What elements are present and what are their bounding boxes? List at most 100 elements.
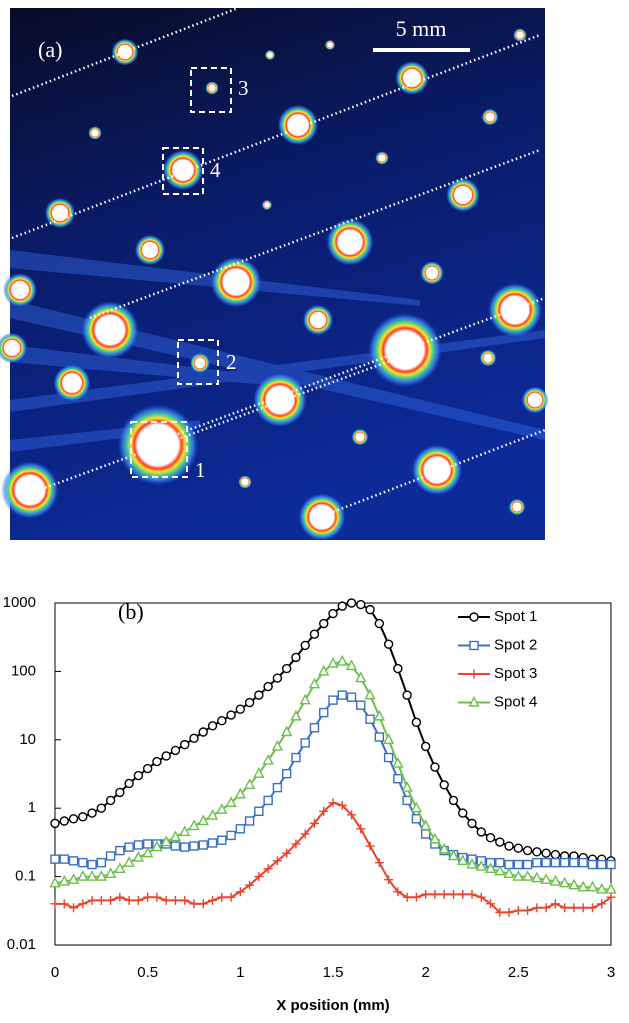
marker	[105, 795, 116, 806]
marker	[281, 768, 292, 779]
marker	[550, 849, 561, 860]
marker	[382, 733, 395, 744]
marker	[198, 899, 208, 909]
marker	[96, 895, 106, 905]
marker	[475, 860, 487, 871]
marker	[402, 892, 412, 902]
marker	[364, 688, 376, 700]
marker	[521, 870, 534, 881]
marker	[458, 889, 468, 899]
chart-title: (b)	[118, 599, 144, 624]
marker	[115, 787, 125, 798]
marker	[235, 824, 246, 834]
marker	[124, 842, 134, 852]
marker	[206, 809, 219, 820]
marker	[133, 770, 144, 781]
marker	[189, 899, 199, 909]
marker	[253, 767, 265, 778]
marker	[78, 857, 88, 868]
diffraction-spot	[513, 28, 527, 42]
marker	[318, 664, 330, 676]
panel-a: (a) 5 mm 3 4 2 1	[0, 6, 549, 541]
marker	[207, 838, 218, 848]
legend-label: Spot 4	[494, 693, 537, 710]
marker	[503, 867, 515, 878]
marker	[59, 854, 69, 864]
marker	[309, 723, 320, 733]
marker	[244, 816, 255, 826]
marker	[374, 732, 385, 742]
diffraction-spot	[252, 372, 308, 428]
marker	[272, 673, 283, 683]
marker	[78, 899, 88, 909]
marker	[96, 857, 107, 868]
marker	[596, 882, 608, 894]
marker	[263, 864, 273, 874]
marker	[439, 889, 449, 899]
marker	[484, 862, 497, 874]
marker	[160, 835, 172, 847]
marker	[373, 709, 385, 721]
marker	[308, 677, 321, 689]
marker	[263, 681, 273, 692]
marker	[235, 887, 245, 897]
diffraction-spot	[487, 282, 543, 338]
marker	[402, 690, 412, 700]
marker	[476, 827, 486, 837]
marker	[495, 837, 505, 847]
marker	[560, 903, 570, 913]
marker	[541, 848, 551, 858]
diffraction-spot	[261, 199, 273, 211]
marker	[550, 857, 561, 868]
marker	[291, 839, 301, 849]
marker	[124, 895, 134, 905]
marker	[458, 808, 468, 818]
spot-label: 2	[226, 350, 237, 374]
marker	[68, 856, 79, 866]
diffraction-spot	[481, 108, 499, 126]
marker	[123, 856, 135, 867]
diffraction-spot	[210, 256, 262, 308]
marker	[180, 842, 190, 852]
marker	[216, 803, 228, 814]
marker	[272, 856, 282, 866]
panel-label: (a)	[38, 37, 62, 62]
marker	[523, 905, 533, 915]
marker	[438, 842, 450, 854]
marker	[541, 903, 551, 913]
y-tick-label: 0.1	[15, 868, 36, 885]
marker	[114, 862, 126, 874]
marker	[605, 882, 617, 894]
marker	[226, 710, 236, 720]
marker	[69, 903, 79, 913]
marker	[152, 756, 162, 767]
marker	[319, 618, 329, 629]
marker	[457, 854, 469, 866]
x-axis-label: X position (mm)	[276, 997, 389, 1014]
marker	[549, 874, 562, 886]
marker	[124, 778, 134, 789]
diffraction-spot	[324, 39, 336, 51]
marker	[300, 829, 310, 839]
marker	[263, 795, 273, 806]
marker	[336, 654, 348, 666]
diffraction-spot	[44, 197, 76, 229]
marker	[569, 903, 579, 913]
marker	[106, 895, 116, 905]
marker	[234, 787, 246, 799]
diffraction-spot	[189, 352, 211, 374]
marker	[532, 903, 542, 913]
marker	[410, 801, 423, 813]
marker	[291, 652, 301, 663]
diffraction-spot	[326, 218, 374, 266]
marker	[49, 876, 61, 888]
marker	[402, 795, 412, 806]
marker	[328, 695, 338, 705]
marker	[217, 835, 227, 845]
marker	[578, 903, 588, 913]
marker	[170, 841, 181, 851]
marker	[189, 733, 199, 744]
y-tick-label: 1000	[3, 594, 36, 611]
marker	[365, 714, 375, 724]
x-tick-label: 3	[607, 964, 615, 981]
